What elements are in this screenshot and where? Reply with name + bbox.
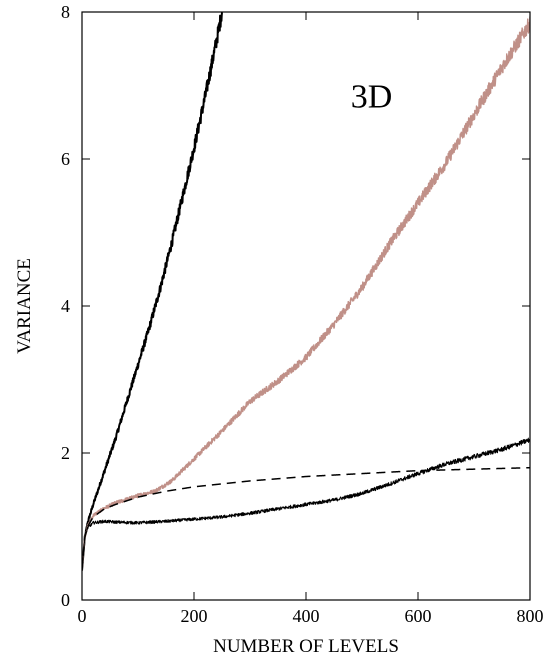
x-tick-label: 800 <box>517 606 544 626</box>
y-axis-label: VARIANCE <box>14 258 35 354</box>
x-tick-label: 200 <box>181 606 208 626</box>
x-tick-label: 0 <box>78 606 87 626</box>
y-tick-label: 2 <box>61 443 70 463</box>
y-tick-label: 0 <box>61 590 70 610</box>
y-tick-label: 4 <box>61 296 70 316</box>
y-tick-label: 8 <box>61 2 70 22</box>
series-line-4 <box>82 437 530 571</box>
series-group <box>82 12 530 571</box>
chart-annotation: 3D <box>351 79 393 116</box>
x-axis-label: NUMBER OF LEVELS <box>213 636 399 657</box>
plot-frame <box>81 11 531 601</box>
axis-ticks: 0 200 400 600 800 0 2 4 6 8 <box>61 2 544 626</box>
series-line-2 <box>82 16 530 571</box>
x-tick-label: 600 <box>405 606 432 626</box>
series-line-1 <box>82 12 223 571</box>
x-tick-label: 400 <box>293 606 320 626</box>
y-tick-label: 6 <box>61 149 70 169</box>
series-line-3 <box>82 466 530 571</box>
